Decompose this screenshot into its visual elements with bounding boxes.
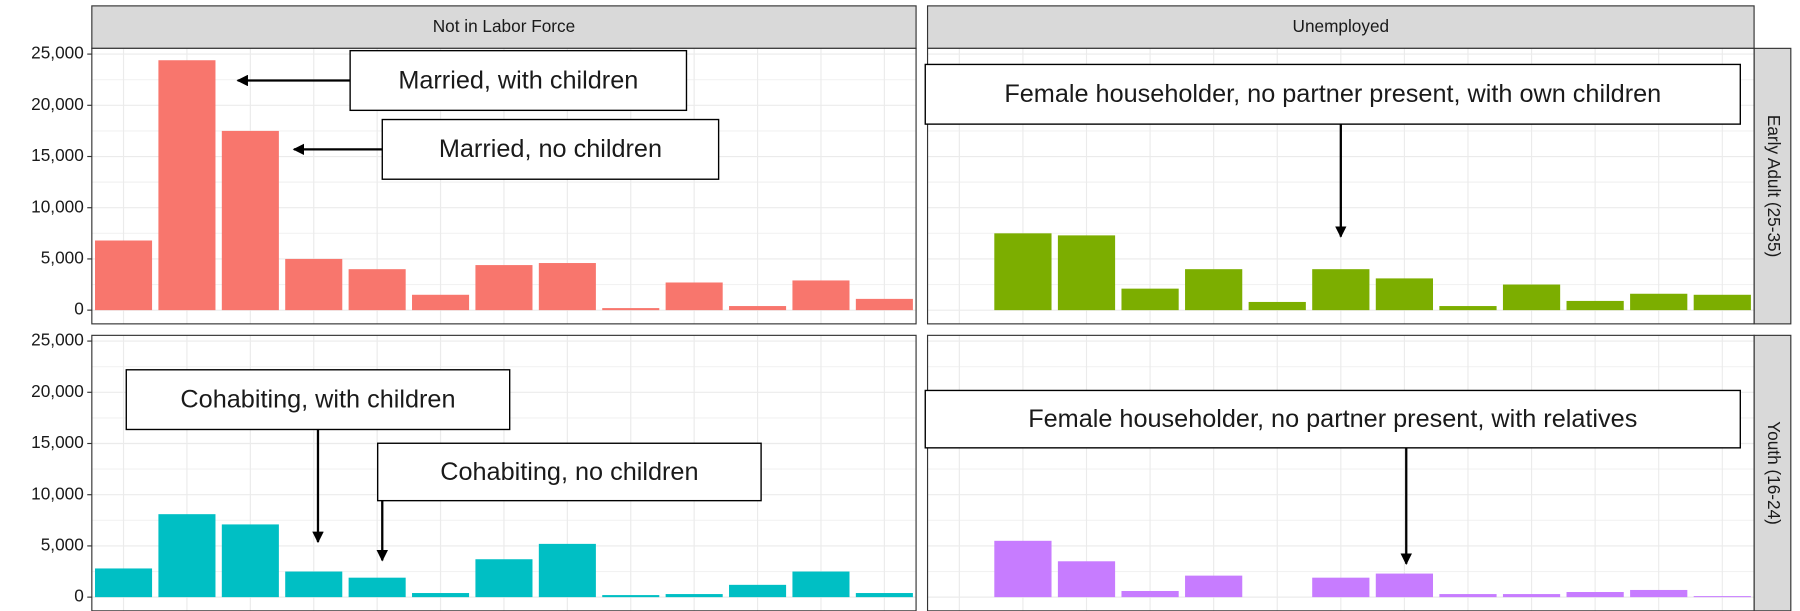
- strip: [926, 5, 1755, 49]
- bar: [221, 130, 279, 311]
- bar: [348, 577, 406, 598]
- y-tick-label: 0: [74, 299, 84, 319]
- y-tick-label: 10,000: [31, 196, 84, 216]
- bar: [1121, 590, 1179, 598]
- bar: [412, 294, 470, 311]
- bar: [1057, 235, 1116, 311]
- bar: [1439, 306, 1497, 311]
- annotation: Cohabiting, with children: [180, 385, 455, 413]
- panel-border: [91, 47, 917, 325]
- bar: [1630, 589, 1688, 598]
- bar: [602, 308, 660, 311]
- bar: [994, 233, 1052, 311]
- bar: [665, 282, 723, 311]
- bar: [1566, 300, 1624, 311]
- bar: [1121, 288, 1179, 311]
- bar: [1375, 278, 1434, 311]
- bar: [158, 60, 216, 311]
- bar: [538, 543, 596, 598]
- y-tick-label: 25,000: [31, 330, 84, 350]
- y-tick-label: 5,000: [41, 534, 84, 554]
- annotation: Married, with children: [398, 66, 638, 94]
- strip: [91, 5, 917, 49]
- bar: [412, 593, 470, 598]
- y-tick-label: 5,000: [41, 247, 84, 267]
- y-tick-label: 25,000: [31, 43, 84, 63]
- bar: [792, 280, 850, 311]
- annotation-box: [924, 63, 1741, 125]
- y-tick-label: 0: [74, 586, 84, 606]
- bar: [475, 559, 533, 598]
- annotation-box: [381, 118, 720, 180]
- bar: [285, 258, 343, 311]
- bar: [1185, 575, 1243, 598]
- bar: [602, 595, 660, 598]
- bar: [855, 593, 913, 598]
- bar: [1312, 269, 1370, 311]
- annotation-box: [349, 49, 688, 112]
- strip-label: Early Adult (25-35): [1764, 115, 1784, 257]
- annotation-box: [376, 442, 762, 502]
- strip-label: Youth (16-24): [1764, 421, 1784, 525]
- bar: [95, 240, 153, 311]
- bar: [729, 584, 787, 598]
- bar: [1439, 594, 1497, 598]
- strip: [1753, 334, 1792, 611]
- bar: [158, 514, 216, 598]
- bar: [855, 298, 913, 311]
- bar: [792, 571, 850, 598]
- y-tick-label: 10,000: [31, 483, 84, 503]
- y-tick-label: 20,000: [31, 94, 84, 114]
- bar: [665, 594, 723, 598]
- bar: [1185, 269, 1243, 311]
- bar: [1630, 293, 1688, 311]
- y-tick-label: 15,000: [31, 432, 84, 452]
- bar: [1057, 561, 1116, 598]
- annotation: Female householder, no partner present, …: [1028, 405, 1637, 433]
- y-tick-label: 20,000: [31, 381, 84, 401]
- y-tick-label: 15,000: [31, 145, 84, 165]
- bar: [1248, 301, 1306, 311]
- bar: [348, 269, 406, 311]
- bar: [1502, 594, 1561, 598]
- bar: [1502, 284, 1561, 311]
- bar: [1312, 577, 1370, 598]
- bar: [729, 306, 787, 311]
- bar: [994, 540, 1052, 598]
- bar: [221, 524, 279, 598]
- bar: [95, 568, 153, 598]
- strip-label: Unemployed: [1293, 16, 1390, 36]
- bar: [538, 263, 596, 311]
- strip: [1753, 47, 1792, 325]
- annotation-box: [125, 369, 511, 431]
- bar: [1693, 596, 1751, 598]
- bar: [1566, 592, 1624, 598]
- annotation: Cohabiting, no children: [440, 458, 698, 486]
- bar: [285, 571, 343, 598]
- annotation: Female householder, no partner present, …: [1004, 80, 1661, 108]
- panel-border: [926, 47, 1755, 325]
- bar: [1375, 573, 1434, 598]
- strip-label: Not in Labor Force: [433, 16, 575, 36]
- bar: [1693, 294, 1751, 311]
- bar: [475, 265, 533, 311]
- annotation-box: [924, 389, 1741, 449]
- annotation: Married, no children: [439, 135, 662, 163]
